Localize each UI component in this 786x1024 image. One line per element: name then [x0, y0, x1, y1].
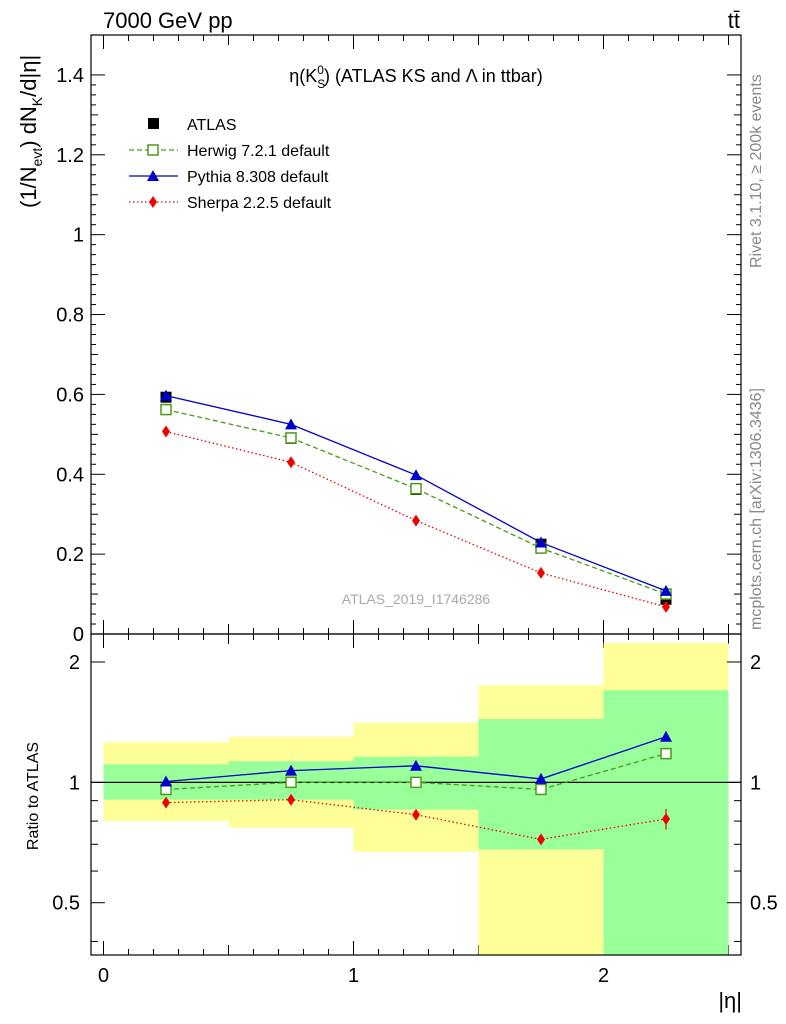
series-point	[160, 389, 172, 401]
ratio-point	[660, 747, 672, 760]
x-tick-label: 0	[98, 965, 109, 987]
y-tick-label: 1.4	[56, 65, 84, 87]
legend-marker-atlas	[148, 118, 159, 129]
x-tick-label: 1	[348, 965, 359, 987]
series-point	[410, 469, 422, 481]
x-tick-label: 2	[598, 965, 609, 987]
ratio-point	[410, 776, 422, 789]
y-tick-label: 0.2	[56, 544, 84, 566]
y-tick-label: 0.8	[56, 305, 84, 327]
series-line-2	[165, 430, 667, 608]
ratio-point	[160, 775, 172, 787]
y-axis-label: (1/Nevt) dNK/d|η|	[16, 55, 45, 208]
series-point	[285, 432, 297, 444]
x-axis-label: |η|	[718, 988, 742, 1013]
ratio-point	[285, 776, 297, 789]
ratio-line-2	[165, 799, 667, 841]
ratio-tick-label: 1	[69, 772, 80, 794]
ratio-tick-label: 0.5	[52, 893, 80, 915]
header-energy-label: 7000 GeV pp	[103, 8, 233, 33]
legend-label-herwig: Herwig 7.2.1 default	[187, 143, 330, 160]
ratio-point	[537, 833, 545, 846]
ratio-point	[410, 759, 422, 771]
main-plot-area: 0 0.2 0.4 0.6 0.8 1 1.2 1.4	[56, 34, 742, 955]
plot-title: η(KS0) (ATLAS KS and Λ in ttbar)	[289, 63, 543, 91]
legend-marker-herwig	[147, 144, 159, 156]
series-point	[535, 536, 547, 548]
series-point	[285, 418, 297, 430]
series-point	[287, 456, 295, 469]
ratio-point	[162, 796, 170, 809]
series-point	[162, 425, 170, 438]
y-tick-label: 0.4	[56, 464, 84, 486]
y-tick-label: 0.6	[56, 384, 84, 406]
legend-marker-pythia	[147, 170, 159, 181]
header-process-label: tt̄	[728, 8, 740, 33]
ratio-point	[535, 772, 547, 784]
ratio-point	[535, 783, 547, 796]
ratio-point	[287, 793, 295, 806]
rivet-label: Rivet 3.1.10, ≥ 200k events	[748, 74, 765, 268]
legend: ATLAS Herwig 7.2.1 default Pythia 8.308 …	[129, 117, 332, 212]
y-tick-label: 1	[73, 225, 84, 247]
series-point	[412, 514, 420, 527]
legend-marker-sherpa	[149, 196, 157, 208]
ratio-frame	[90, 633, 742, 956]
ratio-tick-label: 2	[69, 652, 80, 674]
series-point	[160, 403, 172, 416]
y-tick-label: 1.2	[56, 145, 84, 167]
series-point	[537, 566, 545, 579]
ratio-tick-label-right: 1	[750, 772, 761, 794]
y-tick-label: 0	[73, 624, 84, 646]
series-point	[410, 482, 422, 495]
legend-label-atlas: ATLAS	[187, 117, 237, 134]
series-line-0	[165, 408, 667, 595]
legend-label-pythia: Pythia 8.308 default	[187, 169, 329, 186]
mcplots-label: mcplots.cern.ch [arXiv:1306.3436]	[748, 388, 765, 630]
ratio-tick-label-right: 2	[750, 652, 761, 674]
ratio-plot-area: 0 1 2 0.5 0.5 1 1 2 2	[52, 633, 778, 987]
analysis-watermark: ATLAS_2019_I1746286	[342, 591, 491, 607]
ratio-point	[660, 730, 672, 742]
ratio-tick-label-right: 0.5	[750, 893, 778, 915]
series-point	[660, 584, 672, 596]
ratio-point	[662, 812, 670, 825]
ratio-point	[285, 764, 297, 776]
series-point	[662, 600, 670, 613]
legend-label-sherpa: Sherpa 2.2.5 default	[187, 195, 332, 212]
ratio-point	[412, 808, 420, 821]
ratio-axis-label: Ratio to ATLAS	[25, 742, 42, 850]
